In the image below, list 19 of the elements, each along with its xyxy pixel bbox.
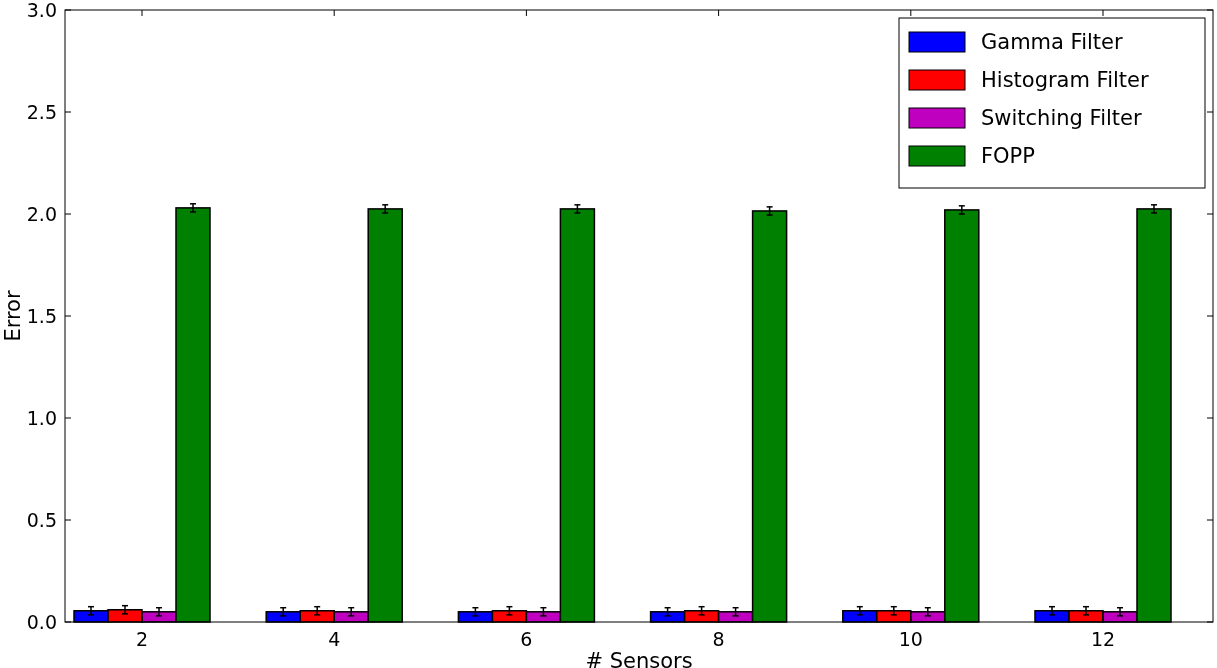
legend-label: Switching Filter bbox=[981, 106, 1142, 131]
y-tick-label: 2.5 bbox=[26, 100, 57, 123]
x-tick-label: 12 bbox=[1090, 628, 1116, 650]
y-tick-label: 0.0 bbox=[26, 610, 57, 633]
x-axis-title: # Sensors bbox=[585, 649, 693, 668]
legend-label: FOPP bbox=[981, 144, 1035, 169]
y-tick-label: 2.0 bbox=[26, 202, 57, 225]
y-axis-title: Error bbox=[1, 290, 25, 342]
y-tick-label: 1.5 bbox=[26, 304, 57, 327]
x-tick-label: 6 bbox=[520, 628, 533, 650]
x-tick-label: 8 bbox=[712, 628, 725, 650]
x-tick-label: 2 bbox=[135, 628, 149, 650]
y-tick-label: 1.0 bbox=[26, 406, 57, 429]
y-tick-label: 3.0 bbox=[26, 0, 57, 21]
x-tick-label: 4 bbox=[328, 628, 341, 650]
legend-label: Gamma Filter bbox=[981, 30, 1123, 55]
legend-label: Histogram Filter bbox=[981, 68, 1149, 93]
x-tick-label: 10 bbox=[898, 628, 923, 650]
y-tick-label: 0.5 bbox=[26, 508, 57, 531]
